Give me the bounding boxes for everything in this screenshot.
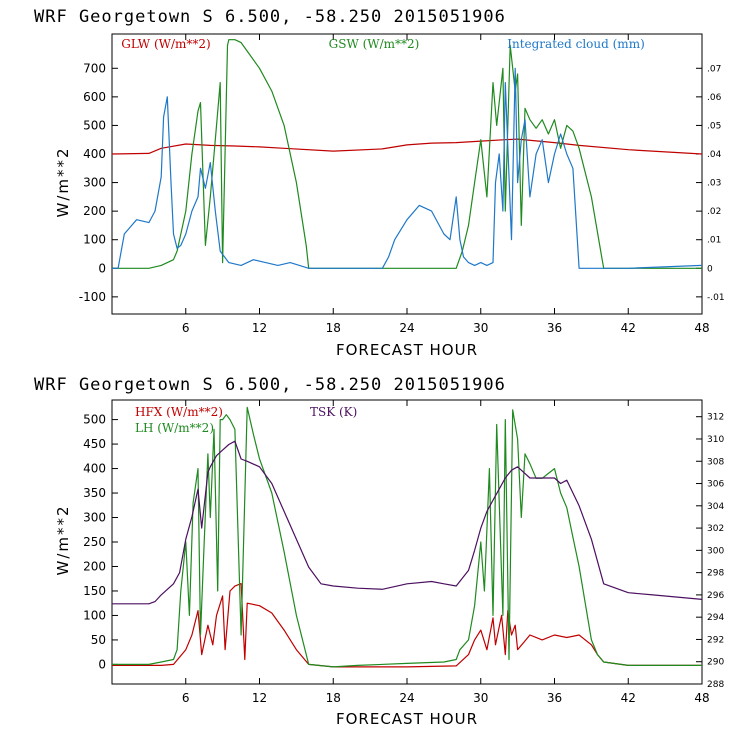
top-y-tick-label: 600: [83, 90, 106, 104]
bottom-series-line-lh: [112, 407, 702, 667]
top-y-tick-label: -100: [79, 290, 106, 304]
top-y2-tick-label: .05: [707, 121, 721, 131]
bottom-y-tick-label: 200: [83, 559, 106, 573]
bottom-x-axis-label: FORECAST HOUR: [336, 710, 478, 728]
top-y2-tick-label: .03: [707, 179, 721, 189]
bottom-chart-title: WRF Georgetown S 6.500, -58.250 20150519…: [34, 375, 506, 395]
top-y2-tick-label: .06: [707, 93, 722, 103]
bottom-x-tick-label: 36: [547, 691, 562, 705]
bottom-chart: WRF Georgetown S 6.500, -58.250 20150519…: [34, 375, 724, 728]
top-x-tick-label: 30: [473, 321, 488, 335]
bottom-y2-tick-label: 298: [707, 569, 724, 579]
bottom-y-tick-label: 0: [98, 657, 106, 671]
top-y-tick-label: 0: [98, 261, 106, 275]
top-y2-tick-label: .07: [707, 64, 721, 74]
top-y2-tick-label: .04: [707, 150, 722, 160]
top-x-tick-label: 36: [547, 321, 562, 335]
top-x-tick-label: 12: [252, 321, 267, 335]
bottom-y2-tick-label: 304: [707, 502, 724, 512]
top-series-line-gsw: [112, 40, 702, 269]
bottom-y2-tick-label: 290: [707, 658, 724, 668]
bottom-series-line-tsk: [112, 441, 702, 604]
bottom-x-tick-label: 12: [252, 691, 267, 705]
bottom-y2-tick-label: 302: [707, 524, 724, 534]
legend-glw: GLW (W/m**2): [121, 37, 210, 51]
top-x-tick-label: 6: [182, 321, 190, 335]
top-y-tick-label: 700: [83, 61, 106, 75]
bottom-y2-tick-label: 300: [707, 546, 724, 556]
bottom-y2-tick-label: 292: [707, 635, 724, 645]
top-x-tick-label: 18: [326, 321, 341, 335]
bottom-x-tick-label: 6: [182, 691, 190, 705]
bottom-y-tick-label: 400: [83, 462, 106, 476]
top-y2-tick-label: 0: [707, 264, 713, 274]
top-y-tick-label: 500: [83, 118, 106, 132]
top-series-line-glw: [112, 139, 702, 154]
bottom-y-axis-label: W/m**2: [54, 504, 72, 575]
top-y-tick-label: 100: [83, 233, 106, 247]
top-chart-title: WRF Georgetown S 6.500, -58.250 20150519…: [34, 7, 506, 27]
bottom-y2-tick-label: 294: [707, 613, 724, 623]
legend-gsw: GSW (W/m**2): [329, 37, 420, 51]
bottom-y2-tick-label: 310: [707, 435, 724, 445]
bottom-y-tick-label: 300: [83, 511, 106, 525]
legend-lh: LH (W/m**2): [135, 421, 214, 435]
bottom-y-tick-label: 450: [83, 437, 106, 451]
top-y-tick-label: 400: [83, 147, 106, 161]
legend-integrated-cloud: Integrated cloud (mm): [507, 37, 645, 51]
bottom-y2-tick-label: 306: [707, 480, 724, 490]
top-x-axis-label: FORECAST HOUR: [336, 341, 478, 359]
bottom-x-tick-label: 30: [473, 691, 488, 705]
bottom-y2-tick-label: 308: [707, 457, 724, 467]
bottom-x-tick-label: 42: [621, 691, 636, 705]
bottom-y-tick-label: 50: [91, 633, 106, 647]
legend-tsk: TSK (K): [310, 405, 357, 419]
top-chart: WRF Georgetown S 6.500, -58.250 20150519…: [34, 7, 725, 359]
top-y2-tick-label: .01: [707, 236, 721, 246]
top-x-tick-label: 42: [621, 321, 636, 335]
bottom-x-tick-label: 48: [694, 691, 709, 705]
bottom-x-tick-label: 18: [326, 691, 341, 705]
top-y-tick-label: 200: [83, 204, 106, 218]
top-y2-tick-label: .02: [707, 207, 721, 217]
bottom-y-tick-label: 150: [83, 584, 106, 598]
bottom-y-tick-label: 250: [83, 535, 106, 549]
top-y-axis-label: W/m**2: [54, 146, 72, 217]
bottom-y2-tick-label: 296: [707, 591, 724, 601]
top-series-line-integrated: [112, 68, 702, 268]
top-x-tick-label: 48: [694, 321, 709, 335]
bottom-x-tick-label: 24: [399, 691, 414, 705]
top-y-tick-label: 300: [83, 176, 106, 190]
top-y2-tick-label: -.01: [707, 293, 725, 303]
top-x-tick-label: 24: [399, 321, 414, 335]
bottom-y-tick-label: 350: [83, 486, 106, 500]
legend-hfx: HFX (W/m**2): [135, 405, 223, 419]
bottom-y-tick-label: 100: [83, 608, 106, 622]
bottom-y2-tick-label: 288: [707, 680, 724, 690]
bottom-y-tick-label: 500: [83, 413, 106, 427]
chart-canvas: WRF Georgetown S 6.500, -58.250 20150519…: [0, 0, 740, 740]
bottom-y2-tick-label: 312: [707, 413, 724, 423]
